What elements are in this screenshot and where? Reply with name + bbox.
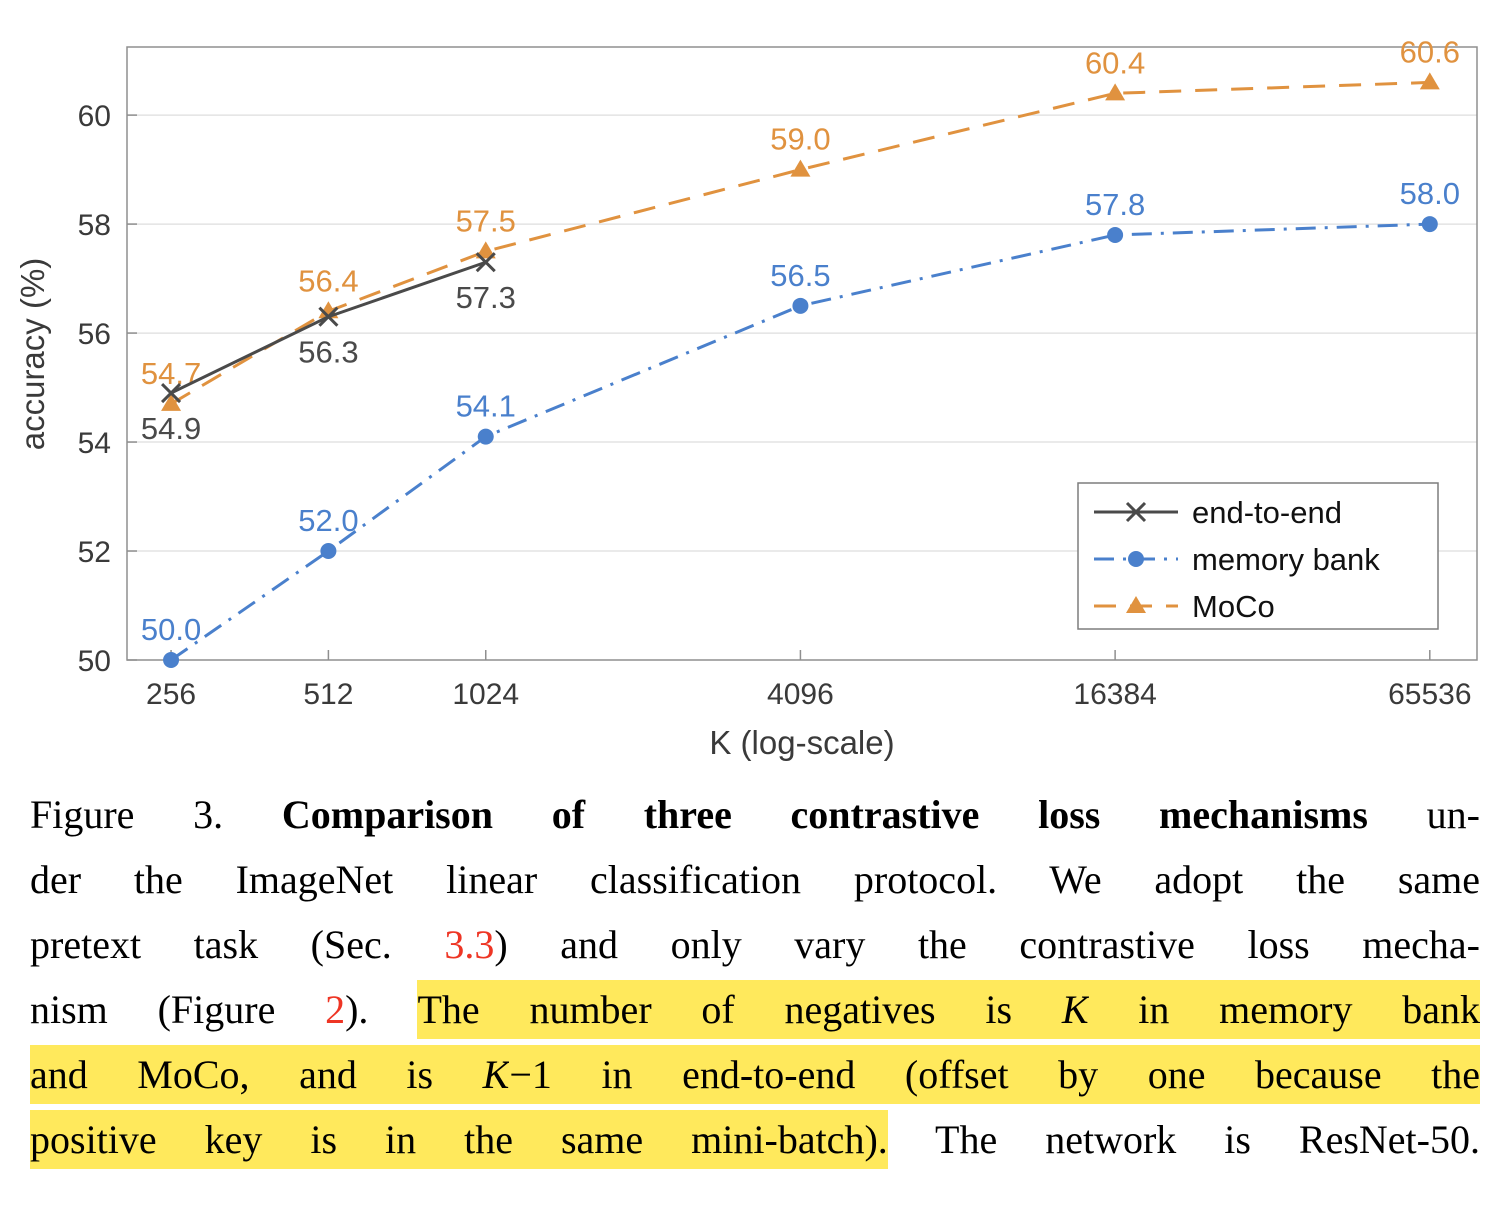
caption-text: K [482,1045,510,1104]
plot-border [126,46,1478,661]
data-label-memory-bank: 54.1 [456,389,516,424]
marker-memory-bank [477,428,494,445]
y-tick-label: 60 [78,100,111,133]
figure-caption: Figure 3. Comparison of three contrastiv… [30,782,1480,1172]
caption-text: ) and only vary the contrastive loss mec… [494,922,1480,967]
marker-end-to-end [475,252,496,273]
x-tick-label: 65536 [1388,678,1471,711]
data-label-memory-bank: 50.0 [141,612,201,647]
marker-end-to-end [318,306,339,327]
marker-moco [161,393,182,411]
accuracy-vs-k-chart: 256 512 1024 4096 16384 65536 50 52 54 56 58 60 54.7… [14,34,1478,761]
caption-line: positive key is in the same mini-batch).… [30,1107,1480,1172]
data-label-moco: 60.4 [1085,45,1145,80]
y-tick-label: 50 [78,645,111,678]
legend-marker-end-to-end [1125,501,1147,523]
y-tick-label: 58 [78,209,111,242]
caption-line: and MoCo, and is K−1 in end-to-end (offs… [30,1042,1480,1107]
x-tick-label: 256 [146,678,196,711]
caption-text: der the ImageNet linear classification p… [30,857,1480,902]
caption-text: The number of negatives is [417,980,1062,1039]
data-label-moco: 56.4 [298,263,358,298]
caption-line: pretext task (Sec. 3.3) and only vary th… [30,912,1480,977]
chart-generated-layer: 256 512 1024 4096 16384 65536 50 52 54 56 58 60 54.7… [78,34,1478,711]
y-tick-label: 52 [78,536,111,569]
data-label-moco: 60.6 [1400,34,1460,69]
caption-text: ). [345,987,418,1032]
data-label-moco: 57.5 [456,203,516,238]
marker-memory-bank [163,652,180,668]
y-axis-label: accuracy (%) [14,258,51,451]
data-label-moco: 54.7 [141,356,201,391]
marker-memory-bank [1421,216,1438,233]
caption-line: nism (Figure 2). The number of negatives… [30,977,1480,1042]
x-axis-label: K (log-scale) [709,724,894,761]
x-tick-label: 4096 [767,678,834,711]
data-label-end-to-end: 54.9 [141,411,201,446]
data-label-memory-bank: 52.0 [298,503,358,538]
caption-text: positive key is in the same mini-batch). [30,1110,888,1169]
marker-moco [475,241,496,259]
x-tick-label: 512 [303,678,353,711]
legend-label-memory-bank: memory bank [1192,542,1380,577]
legend-label-end-to-end: end-to-end [1192,495,1342,530]
legend-marker-memory-bank [1128,551,1144,567]
caption-text: −1 in end-to-end (offset by one because … [509,1045,1480,1104]
marker-moco [1419,72,1440,90]
x-tick-label: 16384 [1073,678,1156,711]
data-label-memory-bank: 57.8 [1085,187,1145,222]
caption-text: K [1061,980,1089,1039]
caption-text: in memory bank [1088,980,1480,1039]
data-label-moco: 59.0 [770,122,830,157]
caption-text: Comparison of three contrastive loss mec… [281,792,1368,837]
marker-memory-bank [792,297,809,314]
x-tick-label: 1024 [452,678,519,711]
legend-marker-moco [1126,596,1146,613]
data-label-end-to-end: 57.3 [456,280,516,315]
series-line-moco [170,80,1430,406]
marker-end-to-end [160,382,182,404]
reference-link[interactable]: 3.3 [444,922,495,967]
caption-text: The network is ResNet-50. [887,1117,1480,1162]
marker-memory-bank [1107,226,1124,243]
y-tick-label: 54 [78,427,111,460]
caption-line: der the ImageNet linear classification p… [30,847,1480,912]
data-label-end-to-end: 56.3 [298,335,358,370]
caption-text: Figure 3. [30,792,282,837]
data-label-memory-bank: 58.0 [1400,176,1460,211]
reference-link[interactable]: 2 [325,987,346,1032]
marker-memory-bank [320,543,337,560]
caption-text: and MoCo, and is [30,1045,483,1104]
legend-label-moco: MoCo [1192,589,1275,624]
caption-line: Figure 3. Comparison of three contrastiv… [30,782,1480,847]
marker-moco [1105,83,1126,101]
caption-text: un- [1367,792,1480,837]
data-label-memory-bank: 56.5 [770,258,830,293]
y-tick-label: 56 [78,318,111,351]
marker-moco [790,159,811,177]
caption-text: nism (Figure [30,987,326,1032]
caption-text: pretext task (Sec. [30,922,445,967]
